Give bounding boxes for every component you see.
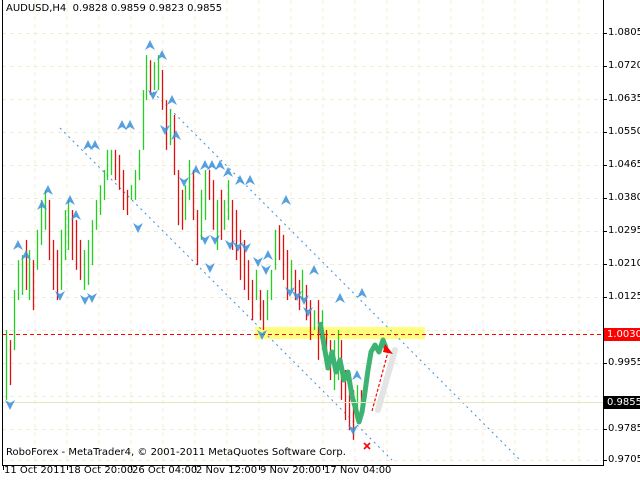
chart-title: AUDUSD,H4 0.9828 0.9859 0.9823 0.9855 — [6, 3, 222, 14]
ohlc-bars — [5, 55, 363, 440]
fractal-down-icon — [160, 125, 170, 135]
fractal-down-icon — [303, 307, 313, 317]
price-tick-label: 0.9785 — [608, 422, 640, 434]
price-tick-label: 1.0805 — [608, 27, 640, 38]
fractal-down-icon — [200, 235, 210, 245]
fractal-down-icon — [348, 425, 358, 435]
fractal-down-icon — [80, 295, 90, 305]
fractal-down-icon — [133, 223, 143, 233]
fractal-down-icon — [257, 330, 267, 340]
time-tick-label: 18 Oct 20:00 — [68, 465, 134, 476]
channel-upper-line — [152, 91, 521, 461]
fractal-up-icon — [352, 370, 362, 380]
fractal-up-icon — [335, 293, 345, 303]
fractal-up-icon — [167, 95, 177, 105]
forecast-arrow-line — [371, 351, 389, 412]
forecast-arrow-head-icon — [383, 344, 393, 354]
price-tick-label: 1.0380 — [608, 191, 640, 203]
grid — [2, 0, 603, 465]
fractal-up-icon — [13, 240, 23, 250]
fractal-down-icon — [225, 240, 235, 250]
fractal-down-icon — [210, 235, 220, 245]
fractal-up-icon — [171, 130, 181, 140]
fractal-up-icon — [281, 195, 291, 205]
fractal-down-icon — [253, 257, 263, 267]
fractal-down-icon — [233, 242, 243, 252]
price-tick-label: 0.9955 — [608, 356, 640, 368]
fractal-up-icon — [71, 210, 81, 220]
price-tick-label: 1.0720 — [608, 59, 640, 71]
target-x-icon — [363, 442, 371, 450]
forecast-shadow — [375, 347, 398, 413]
fractal-up-icon — [21, 250, 31, 260]
axis-ticks — [3, 33, 607, 470]
symbol-label: AUDUSD,H4 — [6, 3, 67, 14]
fractal-up-icon — [83, 140, 93, 150]
fractal-up-icon — [215, 160, 225, 170]
level-price-label: 1.0030 — [604, 328, 640, 341]
time-tick-label: 9 Nov 20:00 — [260, 465, 322, 476]
fractal-down-icon — [205, 263, 215, 273]
forecast-pattern — [317, 321, 389, 425]
bid-price-label: 0.9855 — [604, 396, 640, 409]
copyright-text: RoboForex - MetaTrader4, © 2001-2011 Met… — [6, 447, 346, 458]
level-zone — [255, 327, 425, 339]
price-tick-label: 1.0635 — [608, 92, 640, 104]
price-tick-label: 1.0465 — [608, 158, 640, 170]
fractal-up-icon — [157, 50, 167, 60]
time-tick-label: 26 Oct 04:00 — [132, 465, 198, 476]
fractal-down-icon — [148, 90, 158, 100]
channel-lower-line — [59, 127, 393, 461]
fractal-up-icon — [200, 160, 210, 170]
fractal-down-icon — [5, 400, 15, 410]
fractal-down-icon — [87, 293, 97, 303]
price-tick-label: 0.9705 — [608, 454, 640, 466]
fractal-markers — [5, 40, 367, 435]
price-tick-label: 1.0125 — [608, 290, 640, 302]
fractal-up-icon — [235, 175, 245, 185]
fractal-up-icon — [207, 160, 217, 170]
fractal-up-icon — [309, 265, 319, 275]
time-tick-label: 17 Nov 04:00 — [324, 465, 392, 476]
fractal-down-icon — [179, 177, 189, 187]
fractal-down-icon — [55, 291, 65, 301]
fractal-up-icon — [145, 40, 155, 50]
ohlc-values: 0.9828 0.9859 0.9823 0.9855 — [72, 3, 223, 14]
fractal-up-icon — [223, 167, 233, 177]
time-tick-label: 2 Nov 12:00 — [196, 465, 258, 476]
fractal-up-icon — [357, 288, 367, 298]
fractal-down-icon — [292, 291, 302, 301]
price-tick-label: 1.0210 — [608, 257, 640, 269]
fractal-down-icon — [299, 295, 309, 305]
fractal-down-icon — [241, 243, 251, 253]
fractal-up-icon — [263, 250, 273, 260]
fractal-up-icon — [43, 185, 53, 195]
price-tick-label: 1.0550 — [608, 125, 640, 137]
price-tick-label: 1.0295 — [608, 224, 640, 236]
fractal-up-icon — [117, 120, 127, 130]
fractal-down-icon — [285, 287, 295, 297]
time-tick-label: 11 Oct 2011 — [4, 465, 66, 476]
fractal-up-icon — [245, 175, 255, 185]
fractal-up-icon — [37, 200, 47, 210]
fractal-up-icon — [125, 120, 135, 130]
fractal-up-icon — [65, 195, 75, 205]
fractal-down-icon — [261, 265, 271, 275]
fractal-up-icon — [90, 140, 100, 150]
fractal-up-icon — [191, 165, 201, 175]
